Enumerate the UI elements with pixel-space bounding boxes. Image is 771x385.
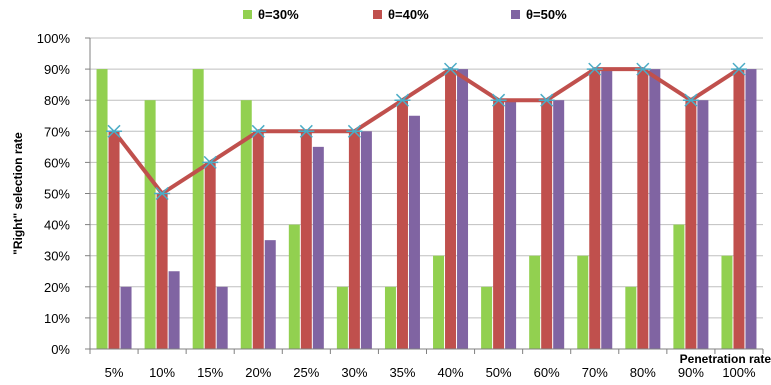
- x-tick-label: 20%: [245, 365, 271, 380]
- bar: [745, 69, 757, 349]
- x-tick-label: 40%: [438, 365, 464, 380]
- line-point: [442, 62, 459, 76]
- x-tick-label: 30%: [341, 365, 367, 380]
- bar: [721, 255, 733, 349]
- bar: [601, 69, 613, 349]
- bar: [577, 255, 589, 349]
- bar: [192, 69, 204, 349]
- bar: [637, 69, 649, 349]
- bar: [144, 100, 156, 349]
- x-tick-label: 50%: [486, 365, 512, 380]
- bar: [457, 69, 469, 349]
- bar: [493, 100, 505, 349]
- y-tick-label: 60%: [44, 155, 70, 170]
- bar: [408, 115, 420, 349]
- bar: [481, 286, 493, 349]
- y-tick-label: 10%: [44, 311, 70, 326]
- x-tick-label: 60%: [534, 365, 560, 380]
- bar: [168, 271, 180, 349]
- y-tick-label: 80%: [44, 93, 70, 108]
- bar: [252, 131, 264, 349]
- legend-swatch: [373, 10, 382, 19]
- bar: [108, 131, 120, 349]
- x-tick-label: 100%: [722, 365, 756, 380]
- bars: [96, 69, 757, 349]
- bar: [204, 162, 216, 349]
- x-tick-label: 35%: [389, 365, 415, 380]
- bar: [733, 69, 745, 349]
- y-tick-label: 30%: [44, 249, 70, 264]
- bar: [348, 131, 360, 349]
- bar: [264, 240, 276, 349]
- bar: [384, 286, 396, 349]
- line-point: [538, 93, 555, 107]
- x-tick-label: 15%: [197, 365, 223, 380]
- x-axis-label: Penetration rate: [680, 352, 771, 366]
- y-tick-label: 90%: [44, 62, 70, 77]
- bar: [120, 286, 132, 349]
- line-point: [106, 124, 123, 138]
- legend-swatch: [511, 10, 520, 19]
- y-axis-label: "Right" selection rate: [11, 132, 25, 255]
- x-tick-label: 10%: [149, 365, 175, 380]
- bar: [445, 69, 457, 349]
- bar: [312, 146, 324, 349]
- bar: [697, 100, 709, 349]
- x-tick-label: 25%: [293, 365, 319, 380]
- line-point: [730, 62, 747, 76]
- y-tick-label: 0%: [51, 342, 70, 357]
- y-tick-label: 50%: [44, 187, 70, 202]
- bar: [336, 286, 348, 349]
- legend-swatch: [243, 10, 252, 19]
- bar: [685, 100, 697, 349]
- line-point: [586, 62, 603, 76]
- bar: [156, 193, 168, 349]
- bar: [529, 255, 541, 349]
- y-tick-label: 70%: [44, 124, 70, 139]
- bar: [360, 131, 372, 349]
- legend-label: θ=40%: [388, 7, 429, 22]
- line-point: [154, 186, 171, 201]
- bar: [216, 286, 228, 349]
- y-tick-label: 100%: [37, 31, 71, 46]
- legend-item: θ=50%: [511, 7, 567, 22]
- line-point: [298, 124, 315, 138]
- bar: [505, 100, 517, 349]
- line-point: [634, 62, 651, 76]
- bar: [433, 255, 445, 349]
- x-tick-label: 90%: [678, 365, 704, 380]
- trend-line-path: [112, 67, 741, 196]
- bar: [673, 224, 685, 349]
- legend: θ=30% θ=40% θ=50%: [243, 7, 567, 22]
- legend-item: θ=30%: [243, 7, 299, 22]
- bar: [288, 224, 300, 349]
- x-tick-label: 5%: [105, 365, 124, 380]
- legend-label: θ=30%: [258, 7, 299, 22]
- y-tick-label: 40%: [44, 218, 70, 233]
- line-point: [394, 93, 411, 107]
- line-point: [346, 124, 363, 138]
- line-point: [682, 93, 699, 107]
- bar: [649, 69, 661, 349]
- legend-item: θ=40%: [373, 7, 429, 22]
- y-tick-label: 20%: [44, 280, 70, 295]
- bar: [396, 100, 408, 349]
- legend-label: θ=50%: [526, 7, 567, 22]
- x-tick-label: 80%: [630, 365, 656, 380]
- line-point: [250, 124, 267, 138]
- bar: [553, 100, 565, 349]
- trend-line: [106, 62, 747, 201]
- bar: [589, 69, 601, 349]
- bar: [96, 69, 108, 349]
- bar: [240, 100, 252, 349]
- x-tick-label: 70%: [582, 365, 608, 380]
- axes: 0% 10% 20% 30% 40% 50% 60% 70% 80% 90% 100% 5% 10% 15…: [37, 31, 764, 380]
- bar: [300, 131, 312, 349]
- line-point: [490, 93, 507, 107]
- line-point: [202, 155, 219, 169]
- bar: [541, 100, 553, 349]
- bar: [625, 286, 637, 349]
